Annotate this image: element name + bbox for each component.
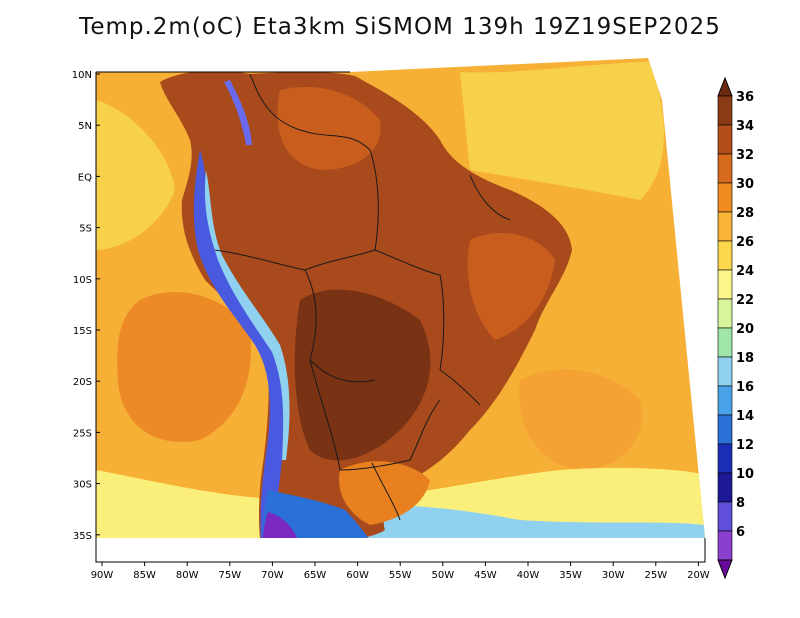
colorbar-label: 20 bbox=[736, 322, 754, 337]
country-border bbox=[304, 249, 376, 271]
country-borders bbox=[214, 73, 511, 521]
colorbar-label: 16 bbox=[736, 380, 754, 395]
colorbar-segment bbox=[717, 472, 733, 503]
colorbar-segment bbox=[717, 95, 733, 126]
latitude-label: 30S bbox=[73, 480, 92, 491]
colorbar-label: 34 bbox=[736, 119, 754, 134]
colorbar-max-arrow bbox=[717, 76, 733, 97]
colorbar-segment bbox=[717, 269, 733, 300]
north-andes-strip bbox=[224, 80, 252, 145]
map-title: Temp.2m(oC) Eta3km SiSMOM 139h 19Z19SEP2… bbox=[79, 14, 721, 40]
colorbar-label: 18 bbox=[736, 351, 754, 366]
colorbar-label: 30 bbox=[736, 177, 754, 192]
temperature-field bbox=[96, 58, 705, 538]
longitude-label: 45W bbox=[474, 570, 497, 581]
colorbar-label: 12 bbox=[736, 438, 754, 453]
colorbar-segment bbox=[717, 240, 733, 271]
south-mild-region bbox=[339, 461, 430, 525]
colorbar-label: 8 bbox=[736, 496, 745, 511]
colorbar-segment bbox=[717, 385, 733, 416]
country-border bbox=[371, 462, 401, 521]
colorbar-segment bbox=[717, 298, 733, 329]
latitude-label: 5S bbox=[79, 224, 92, 235]
latitude-label: 10N bbox=[72, 70, 92, 81]
colorbar: 36 34 32 30 28 26 24 22 20 18 16 14 12 10 8 6 bbox=[717, 76, 754, 580]
country-border bbox=[469, 174, 511, 221]
colorbar-segment bbox=[717, 501, 733, 532]
longitude-label: 30W bbox=[602, 570, 625, 581]
colorbar-segment bbox=[717, 327, 733, 358]
longitude-label: 35W bbox=[559, 570, 582, 581]
latitude-label: 10S bbox=[73, 275, 92, 286]
pacific-cool-region bbox=[96, 100, 175, 250]
longitude-label: 90W bbox=[91, 570, 114, 581]
atlantic-warm-region bbox=[519, 369, 642, 470]
longitude-labels: 90W 85W 80W 75W 70W 65W 60W 55W 50W 45W 40W 35W 30W 2… bbox=[91, 562, 710, 581]
colorbar-segment bbox=[717, 530, 733, 561]
amazon-hot-region bbox=[277, 86, 381, 170]
longitude-label: 80W bbox=[176, 570, 199, 581]
latitude-label: 5N bbox=[78, 121, 92, 132]
country-border bbox=[249, 73, 445, 371]
colorbar-label: 6 bbox=[736, 525, 745, 540]
patagonia-coldest-region bbox=[262, 512, 298, 538]
longitude-label: 40W bbox=[517, 570, 540, 581]
colorbar-label: 28 bbox=[736, 206, 754, 221]
pacific-warm-region bbox=[117, 291, 251, 442]
colorbar-segment bbox=[717, 153, 733, 184]
latitude-label: 20S bbox=[73, 377, 92, 388]
colorbar-label: 14 bbox=[736, 409, 754, 424]
interior-hot-region bbox=[294, 289, 431, 461]
patagonia-cold-region bbox=[262, 490, 380, 538]
longitude-label: 85W bbox=[133, 570, 156, 581]
latitude-labels: 10N 5N EQ 5S 10S 15S 20S 25S 30S 35S bbox=[72, 70, 100, 542]
latitude-label: 35S bbox=[73, 531, 92, 542]
colorbar-min-arrow bbox=[717, 559, 733, 580]
northeast-warm-region bbox=[467, 232, 555, 340]
country-border bbox=[214, 249, 376, 383]
colorbar-segment bbox=[717, 414, 733, 445]
country-border bbox=[439, 369, 481, 406]
longitude-label: 55W bbox=[389, 570, 412, 581]
colorbar-label: 10 bbox=[736, 467, 754, 482]
latitude-label: 25S bbox=[73, 428, 92, 439]
longitude-label: 75W bbox=[218, 570, 241, 581]
colorbar-segment bbox=[717, 443, 733, 474]
colorbar-segment bbox=[717, 356, 733, 387]
colorbar-label: 36 bbox=[736, 90, 754, 105]
country-border bbox=[309, 359, 441, 471]
colorbar-segment bbox=[717, 182, 733, 213]
longitude-label: 25W bbox=[644, 570, 667, 581]
colorbar-segment bbox=[717, 124, 733, 155]
longitude-label: 60W bbox=[346, 570, 369, 581]
latitude-label: 15S bbox=[73, 326, 92, 337]
colorbar-label: 22 bbox=[736, 293, 754, 308]
longitude-label: 70W bbox=[261, 570, 284, 581]
colorbar-label: 26 bbox=[736, 235, 754, 250]
longitude-label: 65W bbox=[304, 570, 327, 581]
andes-cold-strip bbox=[193, 150, 287, 538]
latitude-label: EQ bbox=[78, 172, 92, 183]
colorbar-segment bbox=[717, 211, 733, 242]
colorbar-label: 24 bbox=[736, 264, 754, 279]
atlantic-cool-region bbox=[460, 62, 664, 200]
longitude-label: 20W bbox=[687, 570, 710, 581]
longitude-label: 50W bbox=[431, 570, 454, 581]
colorbar-label: 32 bbox=[736, 148, 754, 163]
